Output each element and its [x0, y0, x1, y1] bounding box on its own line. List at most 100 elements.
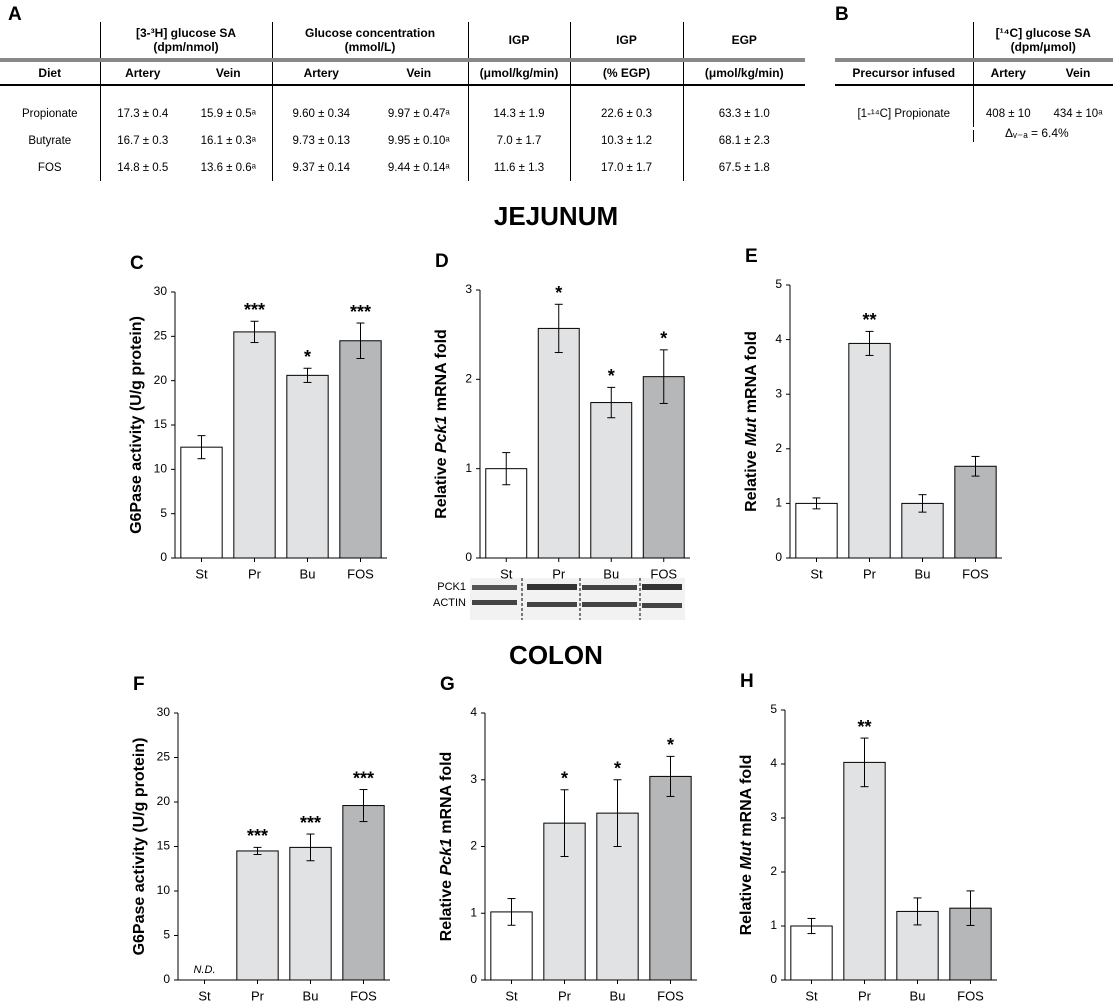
- x-tick-label: Bu: [915, 566, 931, 581]
- x-tick-label: FOS: [957, 988, 984, 1003]
- bar: [849, 343, 890, 558]
- y-tick-label: 3: [465, 282, 472, 296]
- x-tick-label: Pr: [558, 988, 572, 1003]
- y-axis-label-part: Relative: [438, 876, 455, 942]
- y-axis-label-part: Mut: [738, 840, 755, 869]
- blot-band: [642, 584, 682, 590]
- bar: [955, 466, 996, 558]
- x-tick-label: Pr: [552, 566, 566, 581]
- x-tick-label: FOS: [650, 566, 677, 581]
- value-label: N.D.: [194, 964, 216, 976]
- x-tick-label: St: [500, 566, 513, 581]
- x-tick-label: Pr: [858, 988, 872, 1003]
- blot-band: [582, 585, 637, 590]
- y-tick-label: 3: [470, 772, 477, 786]
- y-tick-label: 3: [775, 386, 782, 400]
- x-tick-label: St: [810, 566, 823, 581]
- y-tick-label: 4: [775, 332, 782, 346]
- y-axis-label-part: Pck1: [433, 416, 450, 453]
- significance: **: [862, 310, 876, 330]
- bar: [287, 375, 328, 558]
- y-axis-label-part: Relative: [738, 870, 755, 936]
- significance: ***: [353, 768, 374, 788]
- bar: [591, 403, 632, 558]
- y-tick-label: 1: [465, 461, 472, 475]
- bar: [650, 776, 691, 980]
- bar: [181, 447, 222, 558]
- y-axis-label: Relative Pck1 mRNA fold: [438, 752, 455, 942]
- x-tick-label: Bu: [603, 566, 619, 581]
- y-axis-label-part: Relative: [433, 453, 450, 519]
- bar: [538, 328, 579, 558]
- bar: [791, 926, 832, 980]
- bar: [343, 806, 384, 980]
- blot-band: [472, 585, 517, 590]
- y-tick-label: 1: [770, 918, 777, 932]
- panel-label: G: [440, 674, 455, 695]
- significance: *: [304, 347, 311, 367]
- bar: [234, 332, 275, 558]
- blot-band: [582, 602, 637, 607]
- y-tick-label: 20: [157, 794, 171, 808]
- y-tick-label: 2: [775, 441, 782, 455]
- bar: [796, 503, 837, 558]
- blot-label: PCK1: [437, 581, 466, 593]
- blot-band: [527, 602, 577, 607]
- blot-band: [642, 603, 682, 608]
- y-tick-label: 2: [770, 864, 777, 878]
- figure: A [3-³H] glucose SA(dpm/nmol) Glucose co…: [0, 0, 1113, 1003]
- bar: [340, 341, 381, 558]
- y-tick-label: 0: [160, 550, 167, 564]
- y-tick-label: 25: [154, 329, 168, 343]
- blot-label: ACTIN: [433, 597, 466, 609]
- bar: [237, 851, 278, 980]
- y-axis-label-part: mRNA fold: [433, 329, 450, 416]
- significance: ***: [247, 826, 268, 846]
- x-tick-label: FOS: [350, 988, 377, 1003]
- panel-label: C: [130, 253, 144, 274]
- x-tick-label: Pr: [248, 566, 262, 581]
- y-tick-label: 0: [465, 550, 472, 564]
- panel-label: D: [435, 251, 449, 272]
- blot-band: [527, 584, 577, 590]
- significance: *: [561, 769, 568, 789]
- y-axis-label: Relative Mut mRNA fold: [738, 755, 755, 936]
- panel-label: E: [745, 246, 758, 267]
- x-tick-label: FOS: [657, 988, 684, 1003]
- x-tick-label: St: [195, 566, 208, 581]
- y-tick-label: 0: [775, 550, 782, 564]
- significance: *: [555, 283, 562, 303]
- section-title: COLON: [509, 640, 603, 670]
- blot-band: [472, 600, 517, 605]
- y-tick-label: 1: [470, 905, 477, 919]
- y-tick-label: 25: [157, 750, 171, 764]
- x-tick-label: Bu: [610, 988, 626, 1003]
- x-tick-label: St: [505, 988, 518, 1003]
- y-tick-label: 30: [157, 705, 171, 719]
- y-tick-label: 20: [154, 373, 168, 387]
- y-axis-label-part: mRNA fold: [438, 752, 455, 839]
- bar: [290, 847, 331, 980]
- y-tick-label: 5: [775, 277, 782, 291]
- y-axis-label-part: G6Pase activity (U/g protein): [131, 738, 148, 956]
- significance: ***: [300, 813, 321, 833]
- y-tick-label: 10: [154, 462, 168, 476]
- y-axis-label-part: Pck1: [438, 838, 455, 875]
- y-tick-label: 0: [770, 972, 777, 986]
- significance: *: [667, 735, 674, 755]
- x-tick-label: FOS: [347, 566, 374, 581]
- bar: [844, 762, 885, 980]
- y-tick-label: 3: [770, 810, 777, 824]
- y-tick-label: 5: [160, 506, 167, 520]
- y-tick-label: 15: [154, 417, 168, 431]
- x-tick-label: Bu: [300, 566, 316, 581]
- y-tick-label: 2: [470, 839, 477, 853]
- y-tick-label: 2: [465, 372, 472, 386]
- x-tick-label: Pr: [251, 988, 265, 1003]
- y-axis-label-part: mRNA fold: [743, 331, 760, 418]
- y-tick-label: 4: [770, 756, 777, 770]
- significance: *: [660, 329, 667, 349]
- y-tick-label: 10: [157, 883, 171, 897]
- panel-label: F: [133, 674, 145, 695]
- x-tick-label: St: [198, 988, 211, 1003]
